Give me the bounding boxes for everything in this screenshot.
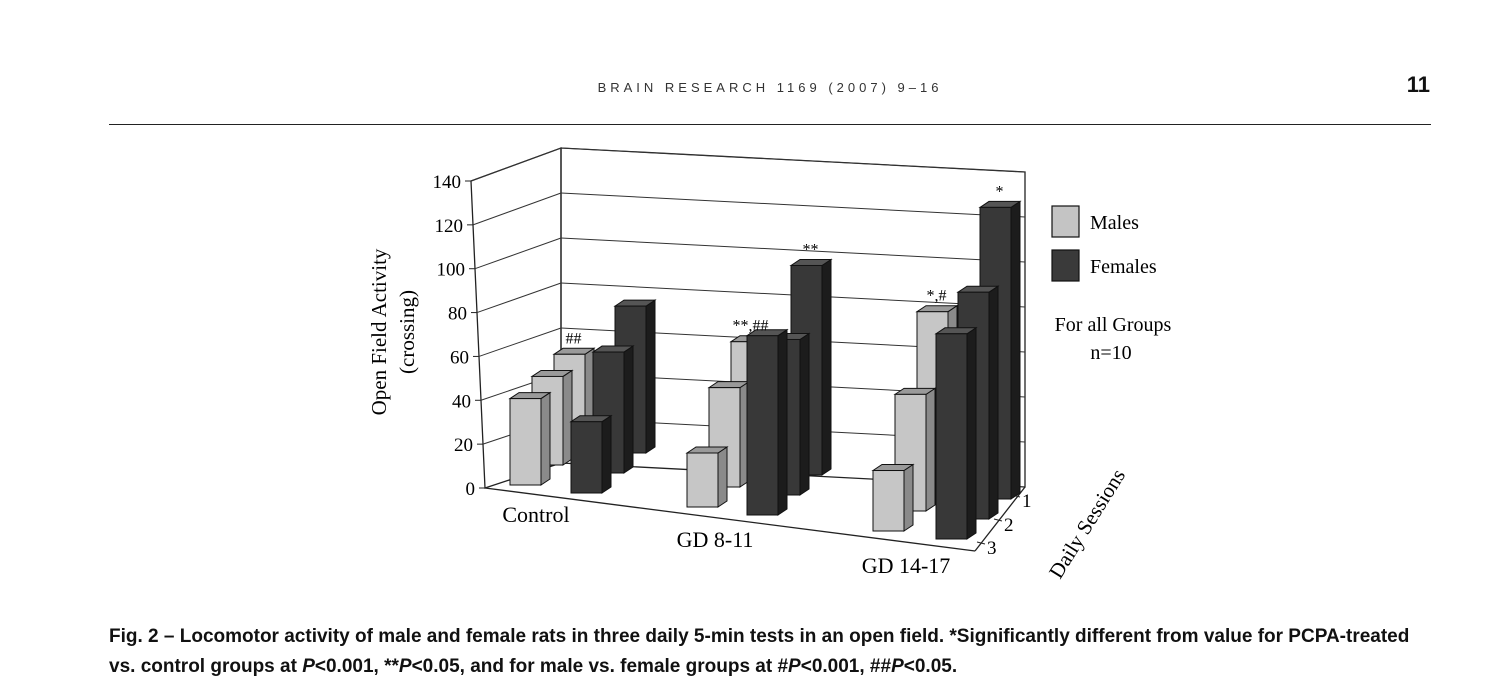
bar	[871, 463, 915, 532]
page-number: 11	[1406, 72, 1430, 97]
annotation-n: n=10	[1090, 342, 1131, 364]
bar-side	[799, 332, 810, 496]
bar-front	[872, 470, 905, 532]
legend-label-males: Males	[1090, 212, 1139, 234]
bar-side	[1010, 200, 1021, 500]
bar-side	[821, 258, 832, 476]
gridline-back	[560, 147, 1026, 173]
y-axis-label: Open Field Activity	[367, 248, 391, 415]
legend-swatch-females	[1051, 249, 1080, 282]
bar-annotation: *,#	[927, 288, 947, 305]
session-tick-label: 1	[1022, 491, 1032, 512]
y-axis-label-units: (crossing)	[395, 290, 419, 374]
floor-right-edge	[974, 486, 1026, 552]
bar-chart-3d: 0 20 40 60 80 100 120 140 Open Field Activity (cr…	[367, 147, 1172, 583]
bar-side	[903, 463, 914, 532]
session-tick-mark	[993, 518, 1003, 522]
depth-axis-label: Daily Sessions	[1044, 465, 1130, 583]
bar-side	[717, 446, 728, 508]
header-rule	[109, 124, 1431, 125]
bar-side	[966, 326, 977, 540]
gridline-left	[472, 192, 562, 226]
bar-annotation: *	[996, 183, 1004, 200]
gridline-left	[478, 327, 562, 357]
gridline-left	[474, 237, 562, 270]
group-label: Control	[502, 502, 569, 527]
gridline-back	[560, 237, 1026, 263]
chart-legend: Males Females For all Groups n=10	[1051, 205, 1172, 364]
bar	[934, 326, 978, 540]
bar-annotation: **	[803, 241, 819, 258]
bar-side	[777, 328, 788, 516]
bar-side	[925, 387, 936, 512]
annotation-groups: For all Groups	[1055, 314, 1172, 336]
legend-swatch-males	[1051, 205, 1080, 238]
caption-part4: <0.001, ##	[800, 656, 892, 677]
y-tick-label: 140	[433, 172, 462, 193]
y-tick-label: 120	[435, 216, 464, 237]
bar	[508, 391, 552, 486]
bar-front	[746, 335, 779, 516]
bar-front	[686, 452, 719, 508]
caption-part5: <0.05.	[903, 656, 958, 677]
y-tick-label: 60	[450, 347, 469, 368]
caption-p3: P	[788, 656, 801, 677]
bar	[685, 446, 729, 508]
session-tick-label: 3	[987, 538, 997, 559]
bar	[569, 414, 613, 494]
journal-header: BRAIN RESEARCH 1169 (2007) 9–16	[597, 80, 943, 95]
bar-front	[570, 421, 603, 494]
caption-p2: P	[398, 656, 412, 677]
caption-part1: Fig. 2 – Locomotor activity of male and …	[109, 626, 1410, 677]
bar-side	[623, 345, 634, 474]
y-tick-label: 40	[452, 391, 471, 412]
group-label: GD 8-11	[677, 527, 754, 552]
floor-front-edge	[484, 487, 976, 552]
caption-p1: P	[302, 656, 315, 677]
y-tick-label: 20	[454, 435, 473, 456]
bar-annotation: **,##	[733, 318, 769, 335]
y-tick-label: 100	[437, 260, 466, 281]
caption-p4: P	[891, 656, 904, 677]
bar	[893, 387, 937, 512]
bar-front	[509, 398, 542, 486]
gridline-back	[560, 192, 1026, 218]
session-tick-label: 2	[1004, 515, 1014, 536]
chart-bars	[508, 200, 1022, 540]
y-tick-label: 80	[448, 304, 467, 325]
caption-part2: <0.001, **	[314, 656, 399, 677]
bar-side	[601, 414, 612, 494]
bar-front	[935, 333, 968, 540]
figure-caption: Fig. 2 – Locomotor activity of male and …	[109, 622, 1439, 682]
bar-annotation: ##	[566, 330, 582, 347]
caption-part3: <0.05, and for male vs. female groups at…	[411, 656, 789, 677]
bar-side	[645, 299, 656, 454]
gridline-left	[470, 147, 562, 182]
bar-side	[988, 285, 999, 520]
legend-label-females: Females	[1090, 256, 1157, 278]
bar	[745, 328, 789, 516]
group-label: GD 14-17	[862, 553, 951, 578]
session-tick-mark	[976, 541, 986, 545]
bar-side	[540, 391, 551, 486]
y-tick-label: 0	[466, 479, 476, 500]
gridline-left	[476, 282, 562, 314]
